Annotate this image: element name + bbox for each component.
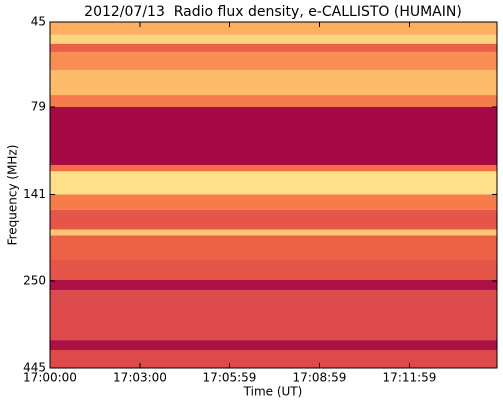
chart-title: 2012/07/13 Radio flux density, e-CALLIST… xyxy=(84,4,462,20)
y-tick-label: 45 xyxy=(31,15,46,29)
y-tick-label: 250 xyxy=(23,273,46,287)
spectrum-band xyxy=(50,34,497,44)
spectrum-band xyxy=(50,171,497,195)
x-tick-label: 17:08:59 xyxy=(293,371,347,385)
y-tick-label: 79 xyxy=(31,99,46,113)
y-axis-label: Frequency (MHz) xyxy=(6,145,20,246)
plot-frame xyxy=(49,21,498,369)
x-tick-label: 17:05:59 xyxy=(203,371,257,385)
x-tick-label: 17:03:00 xyxy=(113,371,167,385)
spectrum-band xyxy=(50,229,497,236)
spectrum-band xyxy=(50,164,497,172)
spectrum-band xyxy=(50,259,497,280)
spectrum-band xyxy=(50,209,497,230)
spectrum-band xyxy=(50,340,497,351)
y-tick-label: 141 xyxy=(23,187,46,201)
spectrum-band xyxy=(50,52,497,71)
spectrum-band xyxy=(50,235,497,260)
spectrum-band xyxy=(50,22,497,35)
spectrum-band xyxy=(50,70,497,96)
spectrum-band xyxy=(50,350,497,368)
x-tick-label: 17:11:59 xyxy=(383,371,437,385)
spectrum-band xyxy=(50,95,497,107)
x-axis-label: Time (UT) xyxy=(243,385,303,399)
spectrum-band xyxy=(50,279,497,291)
spectrum-band xyxy=(50,106,497,165)
spectrum-band xyxy=(50,194,497,210)
y-tick-label: 445 xyxy=(23,361,46,375)
spectrum-band xyxy=(50,290,497,341)
spectrum-band xyxy=(50,43,497,53)
x-tick-label: 17:00:00 xyxy=(23,371,77,385)
